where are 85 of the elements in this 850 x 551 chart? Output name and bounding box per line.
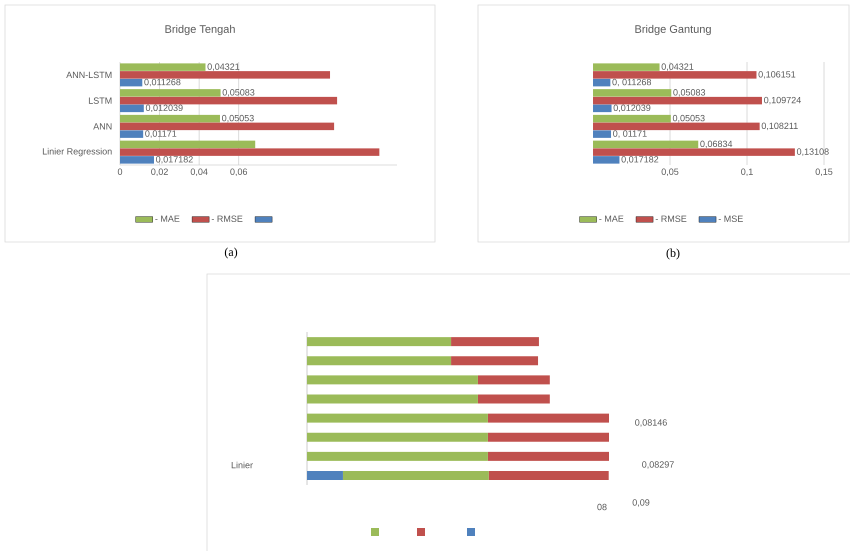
bar [120,104,144,112]
text: 08 [597,504,607,510]
text: (b) [666,248,680,260]
data-label: 0,012039 [146,104,183,112]
legend-label: - RMSE [656,216,686,222]
bar [120,148,380,156]
bar [120,96,338,104]
x-tick-label: 0,1 [741,168,753,176]
legend-label: - MAE [599,216,624,222]
text: 0,08297 [642,461,674,469]
text: (a) [224,248,238,258]
x-tick-label: 0,04 [190,168,208,176]
data-label: 0,011268 [144,78,180,86]
bar [120,156,154,164]
bar [593,130,612,138]
bar [120,114,220,122]
x-tick-label: 0,15 [816,168,832,176]
bar [593,140,698,148]
data-label: 0,04321 [662,63,694,71]
bar [593,89,672,97]
data-label: 0,017182 [622,156,658,164]
data-label: 0, 01171 [613,130,647,138]
data-label: 0,108211 [762,122,798,130]
bar [120,130,144,138]
bar [120,122,334,130]
data-label: 0,06834 [700,140,732,148]
data-label: 0,106151 [758,71,796,79]
data-label: 0,05083 [222,89,254,97]
bar [120,78,142,86]
bar [593,122,760,130]
bar [593,104,612,112]
bar [593,114,671,122]
bar [593,78,610,86]
bar [307,337,452,346]
bar [593,71,756,79]
bar [593,96,762,104]
x-tick-label: 0,06 [230,168,248,176]
bar [307,356,452,366]
bar [307,394,478,404]
legend-label: - MAE [155,216,180,222]
y-tick-label: Linier Regression [42,148,112,156]
bar [478,394,550,404]
x-tick-label: 0 [118,168,122,175]
bar [120,140,256,148]
bar [451,337,539,346]
bar [120,89,221,97]
bar [307,414,488,423]
text: Linier [232,462,253,468]
y-tick-label: LSTM [88,97,112,104]
bar [593,63,660,71]
bar [488,432,610,442]
bar [478,375,550,384]
legend-label: - RMSE [212,216,242,222]
data-label: 0,05053 [672,114,705,122]
data-label: 0,01171 [145,130,176,138]
data-label: 0,05053 [222,114,254,122]
data-label: 0,13108 [796,148,829,156]
legend-label: - MSE [718,216,743,222]
data-label: 0,05083 [673,89,706,97]
bar [488,470,609,480]
bar [307,470,343,480]
data-label: 0,04321 [208,63,240,71]
bar [593,156,620,164]
bar [307,432,488,442]
bar [451,356,538,366]
x-tick-label: 0,02 [151,168,168,176]
text: 0,08146 [635,419,667,427]
chart-title: Bridge Gantung [635,24,711,36]
data-label: 0,012039 [614,104,650,112]
bar [307,375,478,384]
text: 0,09 [632,499,650,507]
data-label: 0,017182 [156,156,193,164]
bar [488,452,610,461]
bar [120,63,206,71]
x-tick-label: 0,05 [662,168,678,176]
bar [307,452,488,461]
y-tick-label: ANN-LSTM [66,72,112,78]
bar [593,148,795,156]
data-label: 0,109724 [764,96,801,104]
bar [120,71,330,79]
bar [342,470,489,480]
y-tick-label: ANN [93,123,112,130]
data-label: 0, 011268 [612,78,652,86]
chart-title: Bridge Tengah [165,24,235,36]
bar [488,414,610,423]
